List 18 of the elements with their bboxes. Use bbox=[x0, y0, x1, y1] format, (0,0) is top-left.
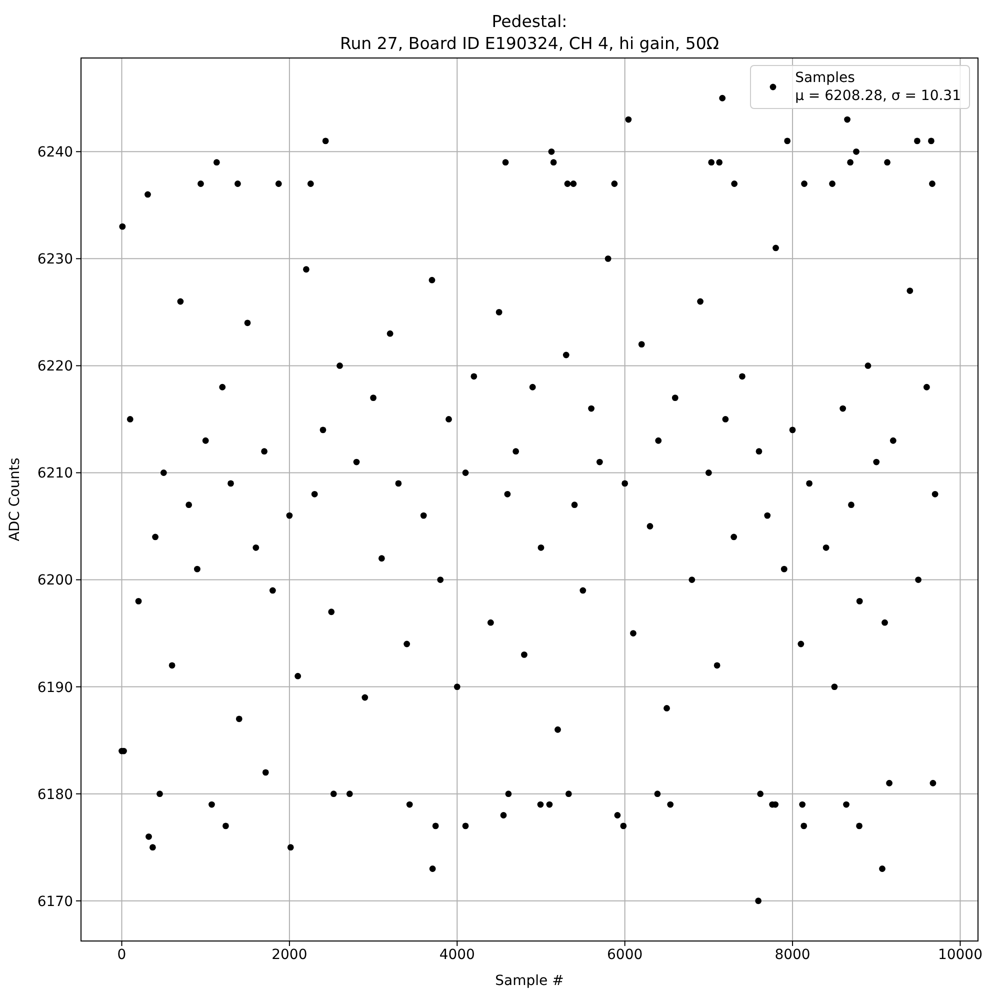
x-tick-label: 2000 bbox=[272, 946, 308, 963]
x-tick-label: 4000 bbox=[439, 946, 475, 963]
y-tick-label: 6210 bbox=[37, 466, 73, 482]
y-tick-label: 6230 bbox=[37, 252, 73, 268]
legend-label: Samples μ = 6208.28, σ = 10.31 bbox=[795, 69, 961, 105]
x-tick-label: 0 bbox=[117, 946, 126, 963]
y-tick-label: 6190 bbox=[37, 680, 73, 696]
y-tick-label: 6220 bbox=[37, 358, 73, 375]
y-tick-label: 6200 bbox=[37, 572, 73, 589]
x-tick-label: 6000 bbox=[607, 946, 643, 963]
x-tick-label: 8000 bbox=[774, 946, 810, 963]
y-tick-label: 6240 bbox=[37, 144, 73, 161]
y-tick-label: 6170 bbox=[37, 894, 73, 910]
x-axis-title: Sample # bbox=[495, 973, 564, 989]
chart-title: Pedestal: Run 27, Board ID E190324, CH 4, hi gain, 50Ω bbox=[339, 11, 720, 55]
x-tick-label: 10000 bbox=[938, 946, 982, 963]
y-tick-label: 6180 bbox=[37, 786, 73, 803]
y-axis-title: ADC Counts bbox=[6, 458, 23, 542]
